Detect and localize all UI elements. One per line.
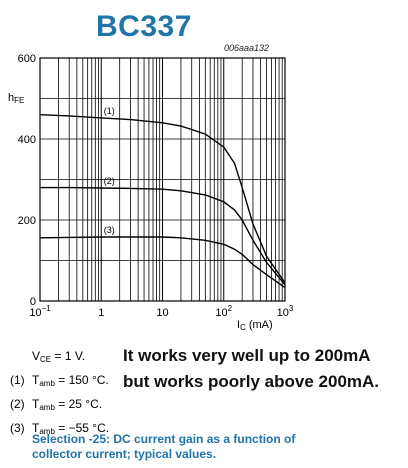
condition-symbol: T xyxy=(32,421,40,435)
vce-value: = 1 V. xyxy=(51,349,86,363)
x-tick-label: 102 xyxy=(215,304,232,319)
condition-symbol: T xyxy=(32,397,40,411)
condition-subscript: amb xyxy=(39,403,55,412)
x-axis-label-main: I xyxy=(237,319,240,331)
series-label-3: (3) xyxy=(104,225,115,235)
y-axis-label-sub: FE xyxy=(14,96,24,105)
condition-value: = −55 °C. xyxy=(54,421,110,435)
condition-number: (2) xyxy=(10,397,25,411)
condition-value: = 150 °C. xyxy=(54,373,109,387)
test-conditions: VCE = 1 V. (1) Tamb = 150 °C. (2) Tamb = 2… xyxy=(10,346,109,442)
x-tick-label: 10−1 xyxy=(29,304,51,319)
y-tick-label: 200 xyxy=(18,215,36,227)
condition-subscript: amb xyxy=(39,379,55,388)
series-layer: (1) (2) (3) xyxy=(39,106,286,289)
x-axis-label-unit: (mA) xyxy=(249,319,273,331)
annotation-note: It works very well up to 200mA but works… xyxy=(123,343,379,395)
plot-frame xyxy=(39,57,286,302)
annotation-line-2: but works poorly above 200mA. xyxy=(123,372,380,391)
x-tick-label: 10 xyxy=(156,307,168,319)
condition-item-2: (2) Tamb = 25 °C. xyxy=(10,394,109,418)
caption-line-2: collector current; typical values. xyxy=(32,447,217,461)
x-axis-label-sub: C xyxy=(240,323,246,332)
tick-labels: 0 200 400 600 10−1 1 10 102 103 xyxy=(18,53,294,319)
y-axis-label-main: h xyxy=(8,92,14,104)
page-title: BC337 xyxy=(96,10,192,43)
series-line-1 xyxy=(39,114,286,284)
vce-symbol: V xyxy=(32,349,41,363)
y-tick-label: 600 xyxy=(18,53,36,65)
x-tick-label: 103 xyxy=(277,304,294,319)
condition-symbol: T xyxy=(32,373,40,387)
condition-item-3: (3) Tamb = −55 °C. xyxy=(10,418,109,442)
chart-code: 006aaa132 xyxy=(224,43,270,53)
condition-subscript: amb xyxy=(39,427,55,436)
series-label-2: (2) xyxy=(104,176,115,186)
series-label-1: (1) xyxy=(104,106,115,116)
condition-number: (3) xyxy=(10,421,25,435)
series-line-2 xyxy=(40,186,286,286)
figure-caption: Selection -25: DC current gain as a func… xyxy=(32,432,295,462)
y-axis-label: hFE xyxy=(8,92,24,105)
series-line-3 xyxy=(39,236,286,289)
vce-condition: VCE = 1 V. xyxy=(10,346,109,370)
y-tick-label: 400 xyxy=(18,134,36,146)
y-tick-label: 0 xyxy=(30,296,36,308)
caption-line-1: Selection -25: DC current gain as a func… xyxy=(32,432,296,446)
condition-number: (1) xyxy=(10,373,25,387)
condition-value: = 25 °C. xyxy=(54,397,103,411)
x-axis-label: IC (mA) xyxy=(237,319,273,332)
grid xyxy=(40,58,285,301)
vce-subscript: CE xyxy=(40,355,52,364)
annotation-line-1: It works very well up to 200mA xyxy=(123,346,371,365)
x-tick-label: 1 xyxy=(98,307,104,319)
condition-item-1: (1) Tamb = 150 °C. xyxy=(10,370,109,394)
chart: (1) (2) (3) 0 200 400 600 10−1 1 10 102 103 hFE IC… xyxy=(8,53,294,332)
